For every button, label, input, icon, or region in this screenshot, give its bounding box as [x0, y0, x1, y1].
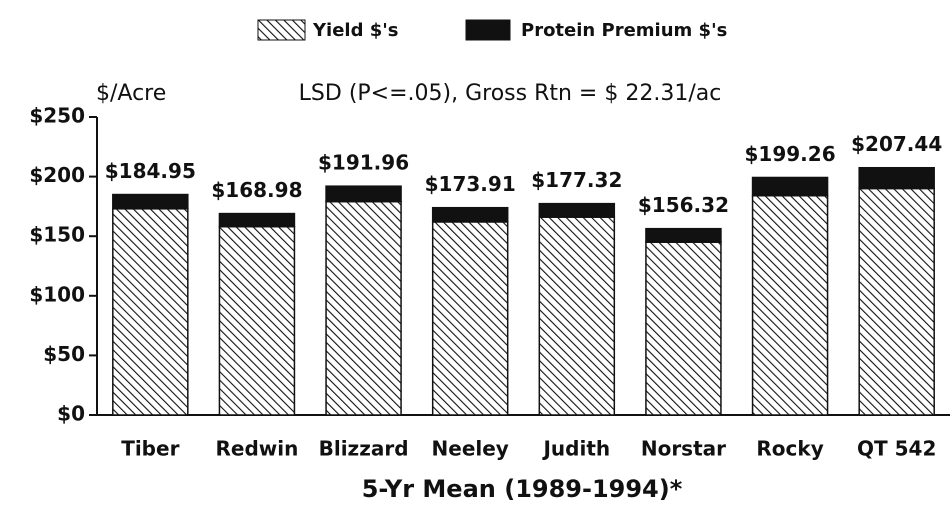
bar-segment — [751, 176, 829, 197]
x-tick-label: Judith — [541, 437, 610, 461]
y-tick-label: $250 — [29, 104, 85, 128]
x-tick-label: QT 542 — [857, 437, 936, 461]
legend-swatch — [465, 19, 511, 41]
bar-segment — [218, 212, 296, 228]
bar-total-label: $184.95 — [105, 159, 196, 183]
bar-segment — [431, 221, 509, 416]
x-tick-label: Blizzard — [319, 437, 409, 461]
y-tick-label: $0 — [57, 402, 85, 426]
bar-segment — [751, 194, 829, 416]
bar-segment — [858, 187, 935, 416]
legend-label: Protein Premium $'s — [521, 20, 727, 41]
y-tick-label: $50 — [43, 342, 85, 366]
x-tick-label: Tiber — [121, 437, 179, 461]
bar-segment — [645, 227, 722, 243]
x-tick-label: Redwin — [216, 437, 299, 461]
y-tick-label: $150 — [29, 223, 85, 247]
x-tick-label: Neeley — [432, 437, 509, 461]
legend: Yield $'s Protein Premium $'s — [257, 19, 727, 41]
bar-segment — [112, 193, 189, 210]
bar-segment — [538, 216, 616, 416]
bar-total-label: $177.32 — [531, 168, 622, 192]
bar-segment — [325, 185, 402, 203]
bar-segment — [325, 200, 402, 416]
bar-total-label: $191.96 — [318, 151, 409, 175]
annotation: LSD (P<=.05), Gross Rtn = $ 22.31/ac — [299, 81, 722, 106]
bar-segment — [858, 166, 935, 190]
bar-segment — [112, 208, 189, 416]
bar-segment — [645, 241, 722, 416]
bar-total-label: $156.32 — [638, 193, 729, 217]
bar-total-label: $173.91 — [425, 172, 516, 196]
y-tick-label: $200 — [29, 163, 85, 187]
bar-total-label: $168.98 — [211, 178, 302, 202]
x-tick-label: Rocky — [756, 437, 823, 461]
y-tick-label: $100 — [29, 282, 85, 306]
bar-segment — [218, 225, 296, 416]
legend-label: Yield $'s — [312, 20, 398, 41]
x-tick-label: Norstar — [641, 437, 726, 461]
y-axis-label: $/Acre — [96, 81, 166, 106]
bar-total-label: $207.44 — [851, 132, 942, 156]
bar-segment — [538, 202, 616, 218]
bar-total-label: $199.26 — [745, 142, 836, 166]
x-axis-title: 5-Yr Mean (1989-1994)* — [362, 475, 683, 503]
bar-segment — [431, 206, 509, 223]
legend-swatch — [257, 19, 306, 41]
